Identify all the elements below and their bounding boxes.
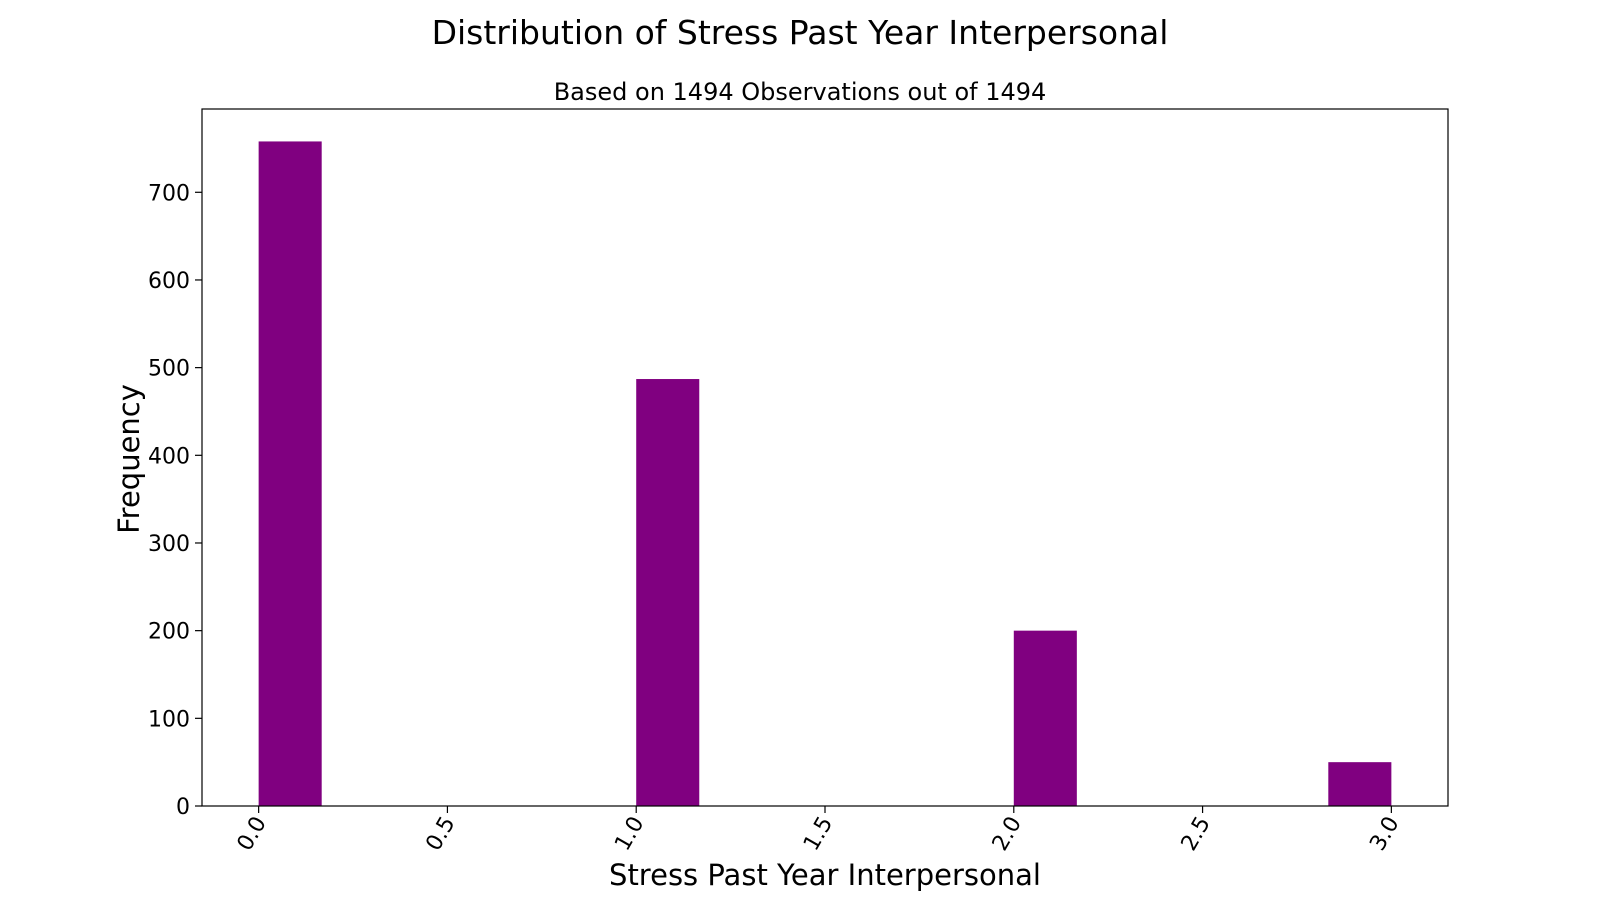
- x-axis-label: Stress Past Year Interpersonal: [609, 858, 1041, 892]
- x-tick-label: 2.5: [1177, 813, 1216, 856]
- bar-series: [258, 141, 1392, 807]
- plot-area-frame: [201, 108, 1449, 807]
- histogram-bar: [258, 141, 322, 807]
- y-tick-label: 0: [176, 795, 190, 820]
- y-tick-label: 700: [148, 181, 190, 206]
- x-tick-label: 2.0: [988, 813, 1027, 856]
- y-axis-label: Frequency: [112, 384, 146, 534]
- x-tick-label: 0.5: [421, 813, 460, 856]
- x-tick-label: 1.0: [610, 813, 649, 856]
- histogram-bar: [636, 379, 700, 806]
- x-tick-label: 0.0: [233, 813, 272, 856]
- y-tick-label: 600: [148, 269, 190, 294]
- y-tick-label: 400: [148, 444, 190, 469]
- y-tick-label: 300: [148, 532, 190, 557]
- chart-title: Distribution of Stress Past Year Interpe…: [432, 13, 1169, 52]
- y-tick-label: 500: [148, 357, 190, 382]
- x-tick-label: 1.5: [799, 813, 838, 856]
- histogram-bar: [1013, 630, 1077, 806]
- histogram-bar: [1328, 762, 1392, 806]
- y-tick-label: 200: [148, 620, 190, 645]
- chart-subtitle: Based on 1494 Observations out of 1494: [554, 78, 1047, 106]
- y-axis: 0 100 200 300 400 500 600 700: [148, 181, 202, 820]
- y-tick-label: 100: [148, 707, 190, 732]
- x-tick-label: 3.0: [1365, 813, 1404, 856]
- x-axis: 0.0 0.5 1.0 1.5 2.0 2.5 3.0: [233, 806, 1405, 855]
